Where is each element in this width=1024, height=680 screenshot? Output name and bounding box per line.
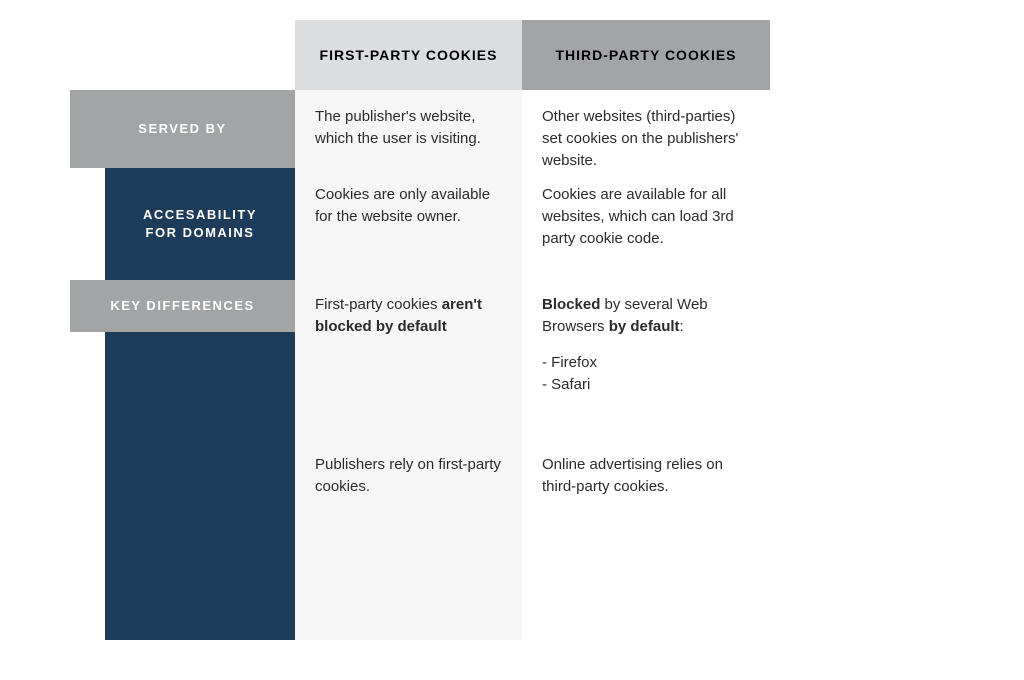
column-header-first-party: FIRST-PARTY COOKIES [295,20,522,90]
row-accessibility: ACCESABILITY FOR DOMAINS Cookies are onl… [70,168,770,280]
keydiff-first-a-pre: First-party cookies [315,296,442,313]
row-served-by: SERVED BY The publisher's website, which… [70,90,770,168]
column-header-row: FIRST-PARTY COOKIES THIRD-PARTY COOKIES [70,20,770,90]
keydiff-third-suffix: : [680,318,684,335]
row-key-differences: KEY DIFFERENCES First-party cookies aren… [70,280,770,640]
list-item: - Firefox [542,352,750,375]
cell-access-third: Cookies are available for all websites, … [522,168,770,280]
cell-served-first: The publisher's website, which the user … [295,90,522,168]
cell-served-third: Other websites (third-parties) set cooki… [522,90,770,168]
keydiff-third-bold1: Blocked [542,296,600,313]
row-label-served-by: SERVED BY [70,90,295,168]
keydiff-first-block1: First-party cookies aren't blocked by de… [315,294,502,444]
row-label-key-differences: KEY DIFFERENCES [70,280,295,332]
keydiff-first-block2: Publishers rely on first-party cookies. [315,444,502,498]
cell-access-first: Cookies are only available for the websi… [295,168,522,280]
cell-keydiff-third: Blocked by several Web Browsers by defau… [522,280,770,640]
row-label-accessibility: ACCESABILITY FOR DOMAINS [105,168,295,280]
navy-filler [105,332,295,640]
keydiff-third-bullets: - Firefox- Safari [542,352,750,397]
keydiff-third-block2: Online advertising relies on third-party… [542,444,750,498]
keydiff-third-bold2: by default [609,318,680,335]
column-header-third-party: THIRD-PARTY COOKIES [522,20,770,90]
keydiff-third-block1: Blocked by several Web Browsers by defau… [542,294,750,444]
header-spacer [70,20,295,90]
cell-keydiff-first: First-party cookies aren't blocked by de… [295,280,522,640]
list-item: - Safari [542,374,750,397]
